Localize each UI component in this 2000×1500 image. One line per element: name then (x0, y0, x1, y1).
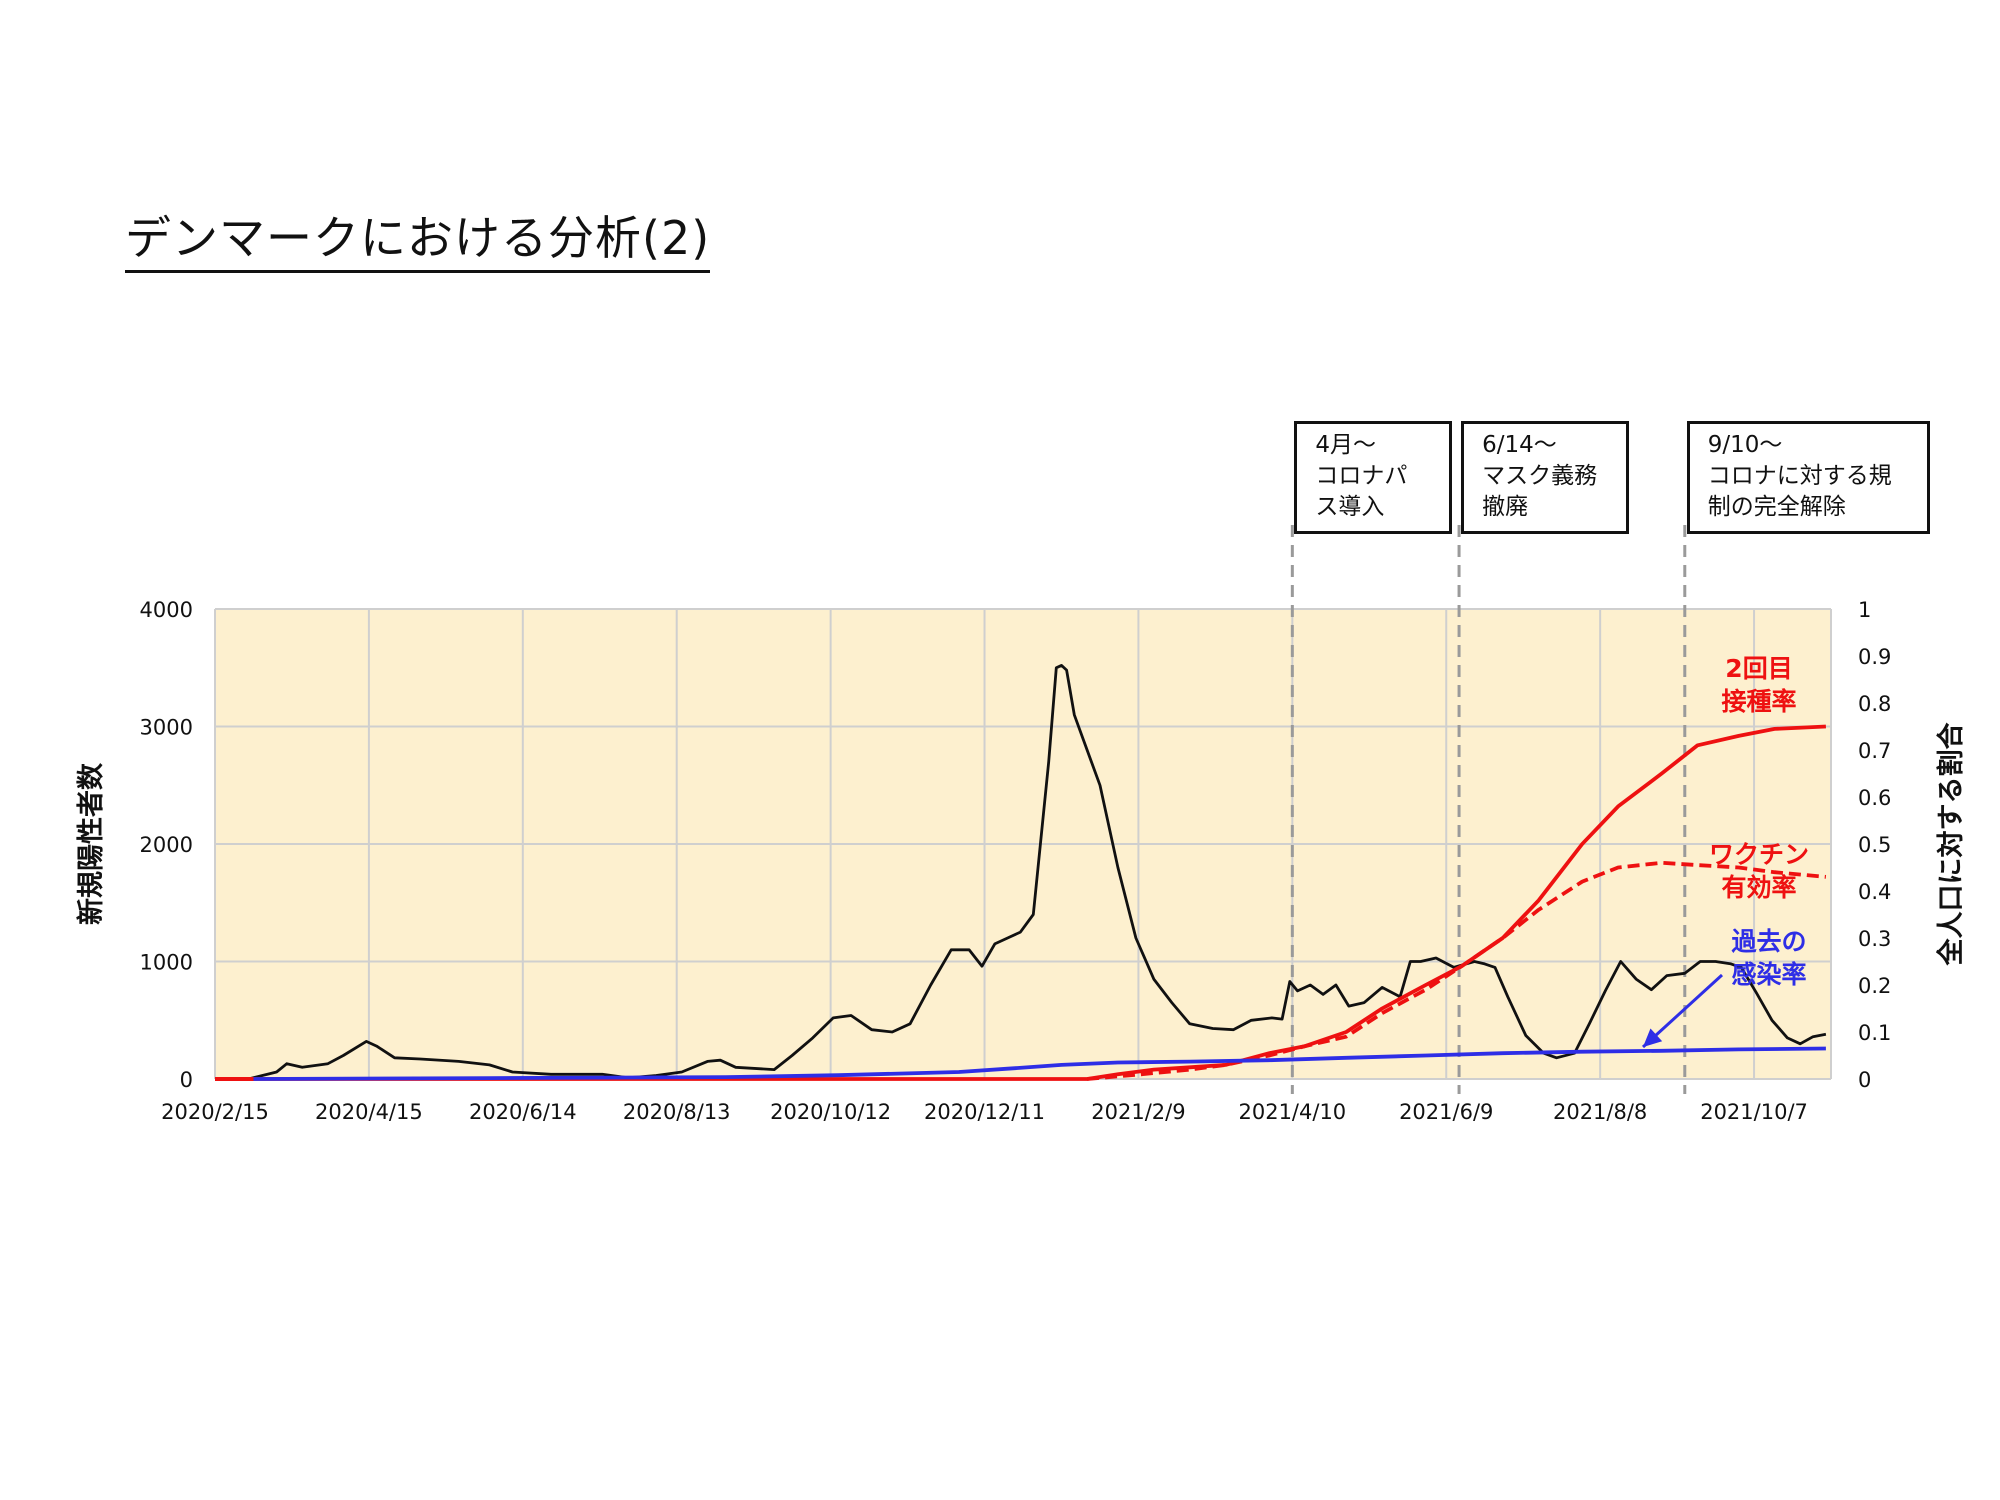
annotation-line: 撤廃 (1482, 494, 1529, 520)
series-label-infected: 感染率 (1731, 960, 1806, 989)
annotation-line: 6/14～ (1482, 432, 1557, 458)
x-tick-label: 2020/2/15 (161, 1100, 269, 1124)
series-line-infected (248, 1046, 1826, 1081)
series-label-infected: 過去の (1731, 927, 1806, 956)
x-tick-label: 2021/2/9 (1091, 1100, 1185, 1124)
y-tick-label: 4000 (140, 598, 193, 622)
x-tick-label: 2021/6/9 (1399, 1100, 1493, 1124)
annotation-line: 制の完全解除 (1707, 494, 1846, 520)
annotation-box-pass: 4月～ コロナパ ス導入 (1294, 421, 1453, 534)
series-label-vaccine_effect: 有効率 (1721, 873, 1796, 902)
series-label-vaccinated: 接種率 (1721, 687, 1796, 716)
y2-tick-label: 0.3 (1858, 927, 1891, 951)
y-axis-title: 新規陽性者数 (75, 762, 107, 925)
tick-labels: 0 1000 2000 3000 4000 0 0.1 0.2 0.3 0.4 0.5 0.6 0.7 0… (140, 598, 1892, 1124)
x-tick-label: 2021/4/10 (1238, 1100, 1346, 1124)
y2-tick-label: 0.4 (1858, 880, 1891, 904)
series-label-vaccinated: 2回目 (1725, 654, 1792, 683)
annotation-box-mask: 6/14～ マスク義務 撤廃 (1461, 421, 1630, 534)
y2-tick-label: 0.8 (1858, 692, 1891, 716)
annotation-line: コロナに対する規 (1707, 463, 1892, 489)
y-tick-label: 2000 (140, 833, 193, 857)
y2-tick-label: 0.6 (1858, 786, 1891, 810)
annotation-line: マスク義務 (1482, 463, 1598, 489)
annotation-line: コロナパ (1315, 463, 1408, 489)
y2-axis-title: 全人口に対する割合 (1935, 723, 1967, 967)
y2-tick-label: 0 (1858, 1068, 1871, 1092)
annotation-box-lift: 9/10～ コロナに対する規 制の完全解除 (1686, 421, 1930, 534)
series-layer (215, 664, 1827, 1081)
y-tick-label: 0 (180, 1068, 193, 1092)
arrow-head (1643, 1028, 1663, 1047)
series-label-vaccine_effect: ワクチン (1709, 840, 1809, 869)
y-tick-label: 3000 (140, 716, 193, 740)
y2-tick-label: 0.9 (1858, 645, 1891, 669)
x-tick-label: 2020/6/14 (469, 1100, 577, 1124)
event-lines (1290, 525, 1687, 1094)
annotation-line: 4月～ (1315, 432, 1376, 458)
y2-tick-label: 0.5 (1858, 833, 1891, 857)
y2-tick-label: 0.7 (1858, 739, 1891, 763)
annotation-line: ス導入 (1315, 494, 1385, 520)
x-tick-label: 2020/4/15 (315, 1100, 423, 1124)
x-tick-label: 2021/10/7 (1700, 1100, 1808, 1124)
series-line-vaccinated (215, 724, 1826, 1081)
series-line-vaccine_effect (1086, 860, 1827, 1081)
x-tick-label: 2020/10/12 (770, 1100, 891, 1124)
y-tick-label: 1000 (140, 951, 193, 975)
x-tick-label: 2020/12/11 (924, 1100, 1045, 1124)
x-tick-label: 2021/8/8 (1553, 1100, 1647, 1124)
page-title: デンマークにおける分析(2) (125, 208, 711, 273)
y2-tick-label: 0.1 (1858, 1021, 1891, 1045)
x-tick-label: 2020/8/13 (623, 1100, 731, 1124)
y2-tick-label: 1 (1858, 598, 1871, 622)
annotation-line: 9/10～ (1707, 432, 1783, 458)
y2-tick-label: 0.2 (1858, 974, 1891, 998)
